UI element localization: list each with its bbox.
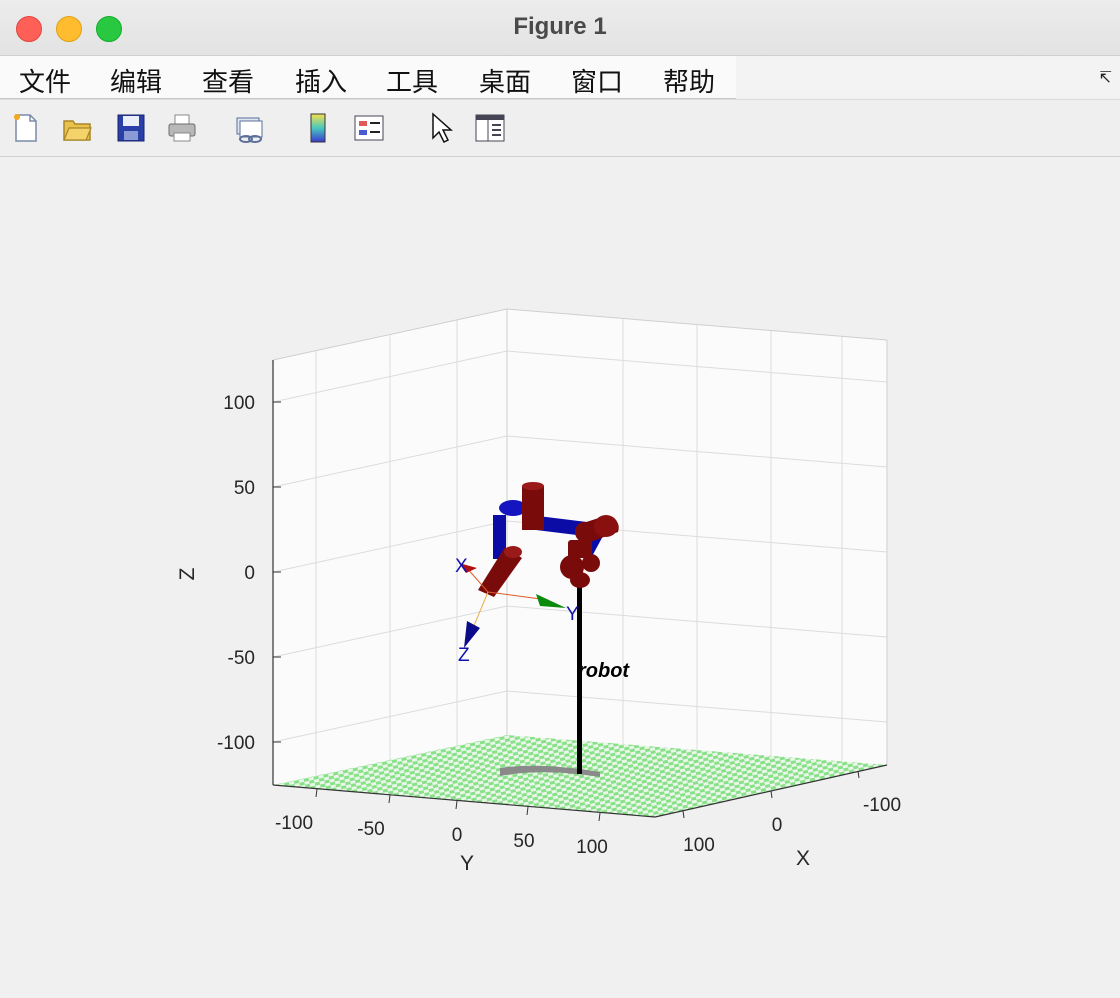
floor-plane bbox=[273, 735, 887, 817]
menu-desktop[interactable]: 桌面 bbox=[479, 68, 532, 98]
robot-joint bbox=[522, 486, 544, 530]
z-axis-label: Z bbox=[176, 567, 199, 580]
menu-help[interactable]: 帮助 bbox=[663, 68, 716, 98]
menu-insert[interactable]: 插入 bbox=[295, 68, 348, 98]
y-arrow-icon bbox=[536, 594, 566, 608]
menu-view[interactable]: 查看 bbox=[202, 68, 255, 98]
x-tick-label: -100 bbox=[863, 795, 901, 816]
property-inspector-icon[interactable] bbox=[474, 112, 506, 144]
save-icon[interactable] bbox=[115, 112, 147, 144]
robot-link bbox=[493, 515, 506, 559]
y-tick-label: -50 bbox=[357, 819, 384, 840]
frame-x-label: X bbox=[455, 556, 468, 577]
robot-link bbox=[499, 500, 527, 516]
frame-y-label: Y bbox=[566, 604, 579, 625]
zoom-window-button[interactable] bbox=[96, 16, 122, 42]
edit-plot-pointer-icon[interactable] bbox=[425, 112, 457, 144]
menu-tools[interactable]: 工具 bbox=[386, 68, 439, 98]
x-tick-label: 0 bbox=[772, 815, 783, 836]
y-axis-label: Y bbox=[460, 852, 474, 875]
plot-canvas[interactable]: 100 50 0 -50 -100 -100 -50 0 50 100 100 … bbox=[0, 156, 1120, 998]
window-title: Figure 1 bbox=[513, 13, 607, 40]
robot-label: robot bbox=[578, 660, 630, 682]
z-tick-label: 100 bbox=[223, 393, 255, 414]
z-tick-label: 50 bbox=[234, 478, 255, 499]
y-tick-label: 0 bbox=[452, 825, 463, 846]
menu-file[interactable]: 文件 bbox=[19, 68, 72, 98]
legend-icon[interactable] bbox=[353, 112, 385, 144]
link-plot-icon[interactable] bbox=[233, 112, 265, 144]
frame-z-label: Z bbox=[458, 645, 470, 666]
new-figure-icon[interactable] bbox=[10, 112, 42, 144]
menu-bar: 文件 编辑 查看 插入 工具 桌面 窗口 帮助 ↸ bbox=[0, 56, 1120, 99]
end-effector-frame: X Y Z bbox=[455, 556, 579, 666]
z-tick-label: -100 bbox=[217, 733, 255, 754]
x-axis-label: X bbox=[796, 847, 810, 870]
robot-base bbox=[500, 765, 600, 777]
close-window-button[interactable] bbox=[16, 16, 42, 42]
y-tick-label: -100 bbox=[275, 813, 313, 834]
tick-marks bbox=[273, 401, 860, 822]
print-icon[interactable] bbox=[166, 112, 198, 144]
menu-window[interactable]: 窗口 bbox=[571, 68, 624, 98]
open-file-icon[interactable] bbox=[61, 112, 93, 144]
y-tick-label: 50 bbox=[513, 831, 534, 852]
z-tick-label: 0 bbox=[244, 563, 255, 584]
colorbar-icon[interactable] bbox=[302, 112, 334, 144]
title-bar: Figure 1 bbox=[0, 0, 1120, 56]
minimize-window-button[interactable] bbox=[56, 16, 82, 42]
robot-pedestal bbox=[577, 585, 582, 774]
y-tick-label: 100 bbox=[576, 837, 608, 858]
menu-overflow-icon[interactable]: ↸ bbox=[1098, 68, 1112, 87]
robot-joint bbox=[568, 540, 592, 558]
grid-lines bbox=[272, 318, 888, 776]
robot-joints bbox=[478, 482, 619, 597]
robot-joint bbox=[478, 547, 522, 597]
z-tick-label: -50 bbox=[228, 648, 255, 669]
z-arrow-icon bbox=[464, 621, 480, 648]
axes-box bbox=[272, 308, 888, 765]
x-tick-label: 100 bbox=[683, 835, 715, 856]
x-arrow-icon bbox=[459, 563, 477, 573]
menu-edit[interactable]: 编辑 bbox=[110, 68, 163, 98]
toolbar bbox=[0, 99, 1120, 157]
